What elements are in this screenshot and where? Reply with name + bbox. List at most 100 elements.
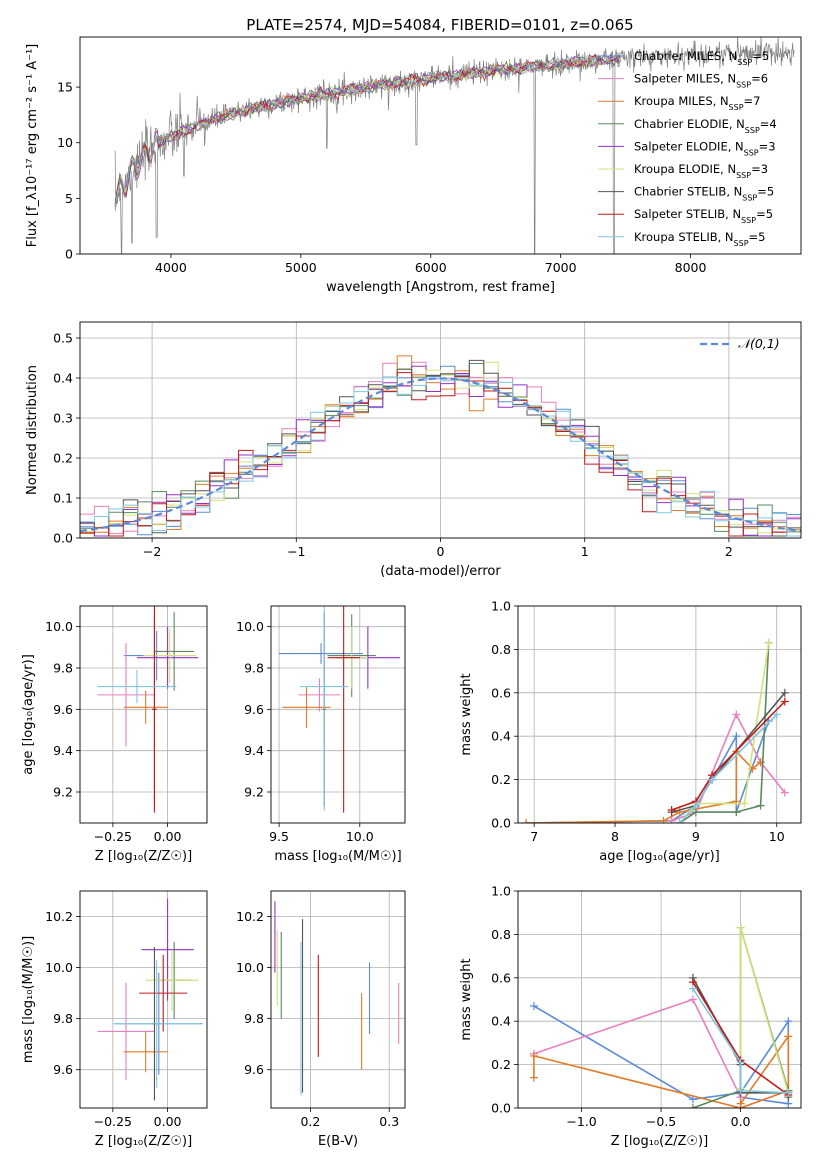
x-tick-label: 1 <box>581 544 589 559</box>
weight-point-marker <box>736 1099 745 1108</box>
weight-point-marker <box>740 799 749 808</box>
legend-subscript: SSP <box>729 103 744 112</box>
y-axis-label: mass [log₁₀(M/M☉)] <box>21 936 36 1063</box>
x-axis-label: Z [log₁₀(Z/Z☉)] <box>95 849 192 864</box>
chart-spectrum: 4000 5000 6000 7000 8000 0 5 10 15 wavelength [An… <box>25 36 802 295</box>
weight-point-marker <box>784 1017 793 1026</box>
weight-point-marker <box>529 1002 538 1011</box>
chart-mass-vs-EBV: 0.2 0.3 9.6 9.8 10.0 10.2 E(B-V) <box>236 890 406 1149</box>
y-tick-label: 0.0 <box>53 531 73 546</box>
x-tick-label: 0 <box>437 544 445 559</box>
plot-area <box>97 606 199 813</box>
residual-histogram <box>80 365 801 537</box>
legend-count: =4 <box>760 117 777 131</box>
weight-point-marker <box>659 816 668 823</box>
plot-area <box>279 606 401 813</box>
x-axis-label: (data-model)/error <box>380 564 501 579</box>
y-tick-label: 0.0 <box>491 1101 511 1116</box>
x-tick-label: 10 <box>769 829 785 844</box>
weight-point-marker <box>784 1088 793 1097</box>
legend-count: =5 <box>756 207 773 221</box>
weight-point-marker <box>688 995 697 1004</box>
legend-label: Chabrier STELIB, NSSP=5 <box>634 185 774 203</box>
legend-label: Kroupa ELODIE, NSSP=3 <box>634 162 768 180</box>
x-tick-label: 10.0 <box>346 829 374 844</box>
y-tick-label: 5 <box>65 191 73 206</box>
legend-count: =5 <box>749 230 766 244</box>
weight-point-marker <box>772 710 781 719</box>
axes-frame <box>270 605 406 824</box>
x-tick-label: 5000 <box>285 260 317 275</box>
weight-series-line <box>679 713 778 823</box>
y-axis-label: Normed distribution <box>25 365 40 495</box>
y-tick-label: 10.2 <box>236 909 264 924</box>
plot-area <box>114 37 795 254</box>
x-tick-label: 0.00 <box>154 1114 182 1129</box>
y-tick-label: 10.0 <box>45 619 73 634</box>
x-tick-label: 0.3 <box>379 1114 399 1129</box>
weight-point-marker <box>688 1104 697 1108</box>
weight-point-marker <box>675 819 684 823</box>
legend-label: Salpeter ELODIE, NSSP=3 <box>634 139 776 157</box>
legend-subscript: SSP <box>741 216 756 225</box>
legend-subscript: SSP <box>737 58 752 67</box>
y-tick-label: 9.6 <box>53 702 73 717</box>
weight-point-marker <box>780 688 789 697</box>
x-tick-label: 0.00 <box>154 829 182 844</box>
chart-mass-weight-vs-Z: −1.0 −0.5 0.0 0.0 0.2 0.4 0.6 0.8 1.0 Z [log₁₀(Z/… <box>459 884 802 1149</box>
legend-label: Chabrier MILES, NSSP=5 <box>634 49 769 67</box>
weight-point-marker <box>529 1051 538 1060</box>
plot-area <box>274 901 400 1096</box>
weight-series-line <box>671 712 786 822</box>
legend-count: =7 <box>744 94 761 108</box>
legend-count: =5 <box>752 49 769 63</box>
figure-title: PLATE=2574, MJD=54084, FIBERID=0101, z=0… <box>246 16 633 34</box>
plot-area <box>529 923 793 1108</box>
weight-point-marker <box>736 1058 745 1067</box>
y-tick-label: 15 <box>57 80 73 95</box>
y-tick-label: 0.6 <box>491 685 511 700</box>
legend-label: Salpeter MILES, NSSP=6 <box>634 72 768 90</box>
y-tick-label: 0.1 <box>53 491 73 506</box>
y-tick-label: 0 <box>65 247 73 262</box>
axes-frame <box>517 890 802 1109</box>
y-tick-label: 0.2 <box>491 772 511 787</box>
residual-histogram <box>80 372 801 537</box>
weight-point-marker <box>780 697 789 706</box>
x-tick-label: 9.5 <box>269 829 289 844</box>
x-tick-label: 7000 <box>545 260 577 275</box>
chart-residuals: −2 −1 0 1 2 0.0 0.1 0.2 0.3 0.4 0.5 (data-model)/er… <box>25 321 802 579</box>
x-tick-label: −2 <box>143 544 161 559</box>
weight-point-marker <box>688 984 697 993</box>
y-tick-label: 10.0 <box>236 960 264 975</box>
y-tick-label: 9.4 <box>53 743 73 758</box>
weight-point-marker <box>708 775 717 784</box>
normal-pdf-curve <box>80 377 801 533</box>
x-axis-label: E(B-V) <box>318 1134 358 1149</box>
x-tick-label: −1 <box>287 544 305 559</box>
y-tick-label: 1.0 <box>491 599 511 614</box>
weight-point-marker <box>736 923 745 932</box>
x-tick-label: −0.25 <box>94 829 132 844</box>
plot-area <box>97 898 203 1101</box>
x-tick-label: −0.5 <box>646 1114 676 1129</box>
model-spectrum-line <box>114 52 621 208</box>
x-axis-label: wavelength [Angstrom, rest frame] <box>326 280 555 295</box>
weight-point-marker <box>732 710 741 719</box>
y-axis-label: age [log₁₀(age/yr)] <box>21 654 36 775</box>
legend-label: Salpeter STELIB, NSSP=5 <box>634 207 773 225</box>
residual-histogram <box>80 361 801 537</box>
x-axis-label: Z [log₁₀(Z/Z☉)] <box>611 1134 708 1149</box>
x-tick-label: 4000 <box>155 260 187 275</box>
x-axis-label: age [log₁₀(age/yr)] <box>599 849 720 864</box>
legend-label: Kroupa STELIB, NSSP=5 <box>634 230 765 248</box>
y-tick-label: 0.0 <box>491 816 511 831</box>
y-axis-label: mass weight <box>459 673 474 755</box>
weight-series-line <box>671 692 786 813</box>
x-tick-label: 6000 <box>415 260 447 275</box>
y-tick-label: 9.4 <box>244 743 264 758</box>
weight-series-line <box>679 642 770 823</box>
y-tick-label: 10.0 <box>45 960 73 975</box>
x-tick-label: 8 <box>611 829 619 844</box>
